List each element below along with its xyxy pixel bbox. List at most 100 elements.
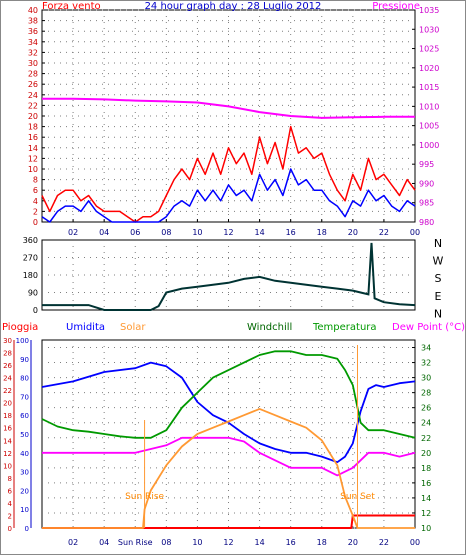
temperature-tick-label: 16 — [421, 479, 431, 488]
rain-tick-label: 14 — [3, 437, 12, 445]
temperature-line — [41, 350, 416, 439]
direction-line — [42, 242, 416, 311]
temperature-tick-label: 22 — [421, 434, 431, 443]
wind-tick-label: 34 — [28, 38, 38, 47]
pressure-tick-label: 980 — [419, 218, 434, 227]
wind-tick-label: 32 — [28, 48, 38, 57]
legend-entry: Temperatura — [312, 322, 377, 333]
temperature-ticks: 10 12 14 16 18 20 22 24 26 28 30 32 34 — [412, 344, 431, 533]
humidity-ticks: 0 10 20 30 40 50 60 70 80 90 100 — [16, 337, 32, 533]
temperature-tick-label: 34 — [421, 344, 431, 353]
x-tick-label: 04 — [99, 228, 109, 237]
gust-line — [41, 168, 416, 223]
x-tick-label: 16 — [286, 538, 296, 547]
pressure-tick-label: 1035 — [419, 6, 439, 15]
temperature-tick-label: 10 — [421, 524, 431, 533]
wind-tick-label: 18 — [28, 123, 38, 132]
legend-entry: Pioggia — [2, 322, 38, 333]
temperature-tick-label: 24 — [421, 419, 431, 428]
x-tick-label: 14 — [254, 228, 264, 237]
x-tick-label: 22 — [379, 538, 389, 547]
pressure-tick-label: 990 — [419, 179, 434, 188]
rain-tick-label: 26 — [3, 362, 12, 370]
pressure-tick-label: 1015 — [419, 83, 439, 92]
pressure-tick-label: 1005 — [419, 122, 439, 131]
wind-tick-label: 30 — [28, 59, 38, 68]
rain-tick-label: 12 — [3, 450, 12, 458]
x-tick-label: 08 — [161, 228, 171, 237]
wind-tick-label: 40 — [28, 6, 38, 15]
sun-rise-label: Sun Rise — [125, 492, 164, 502]
wind-tick-label: 2 — [33, 207, 38, 216]
humidity-tick-label: 0 — [25, 525, 29, 533]
rain-tick-label: 22 — [3, 387, 12, 395]
x-tick-label: 04 — [99, 538, 109, 547]
pressure-right-ticks: 980 985 990 995 1000 1005 1010 1015 1020 1025 1030… — [412, 6, 439, 227]
wind-pressure-series — [41, 97, 416, 223]
dewpoint-line — [42, 436, 416, 477]
wind-tick-label: 22 — [28, 101, 38, 110]
temperature-x-ticks: 02 04 Sun Rise 08 10 12 14 16 18 20 22 00 — [68, 538, 420, 547]
wind-tick-label: 6 — [33, 186, 38, 195]
rain-line — [42, 514, 415, 529]
direction-left-ticks: 0 90 180 270 360 — [23, 236, 38, 315]
x-tick-label: 00 — [410, 228, 420, 237]
wind-tick-label: 16 — [28, 133, 38, 142]
temperature-tick-label: 30 — [421, 374, 431, 383]
x-tick-label: 02 — [68, 538, 78, 547]
direction-tick-label: 90 — [28, 289, 38, 298]
humidity-tick-label: 70 — [20, 393, 29, 401]
temperature-tick-label: 12 — [421, 509, 431, 518]
direction-tick-label: 360 — [23, 236, 38, 245]
solar-line — [42, 407, 415, 529]
legend-entry: Umidita — [66, 322, 105, 333]
pressure-tick-label: 1000 — [419, 141, 439, 150]
wind-tick-label: 14 — [28, 144, 38, 153]
temperature-series — [41, 350, 416, 529]
direction-tick-label: 180 — [23, 271, 38, 280]
humidity-tick-label: 90 — [20, 356, 29, 364]
x-tick-label: Sun Rise — [118, 538, 153, 547]
direction-tick-label: 0 — [33, 306, 38, 315]
wind-tick-label: 20 — [28, 112, 38, 121]
x-tick-label: 10 — [192, 228, 202, 237]
x-tick-label: 08 — [161, 538, 171, 547]
direction-tick-label: 270 — [23, 254, 38, 263]
x-tick-label: 20 — [348, 538, 358, 547]
wind-tick-label: 0 — [33, 218, 38, 227]
rain-tick-label: 8 — [8, 475, 12, 483]
pressure-tick-label: 1010 — [419, 102, 439, 111]
wind-tick-label: 24 — [28, 91, 38, 100]
wind-tick-label: 8 — [33, 176, 38, 185]
compass-label: N — [434, 307, 442, 320]
legend-entry: Solar — [120, 322, 146, 333]
rain-tick-label: 2 — [8, 512, 12, 520]
rain-tick-label: 18 — [3, 412, 12, 420]
compass-label: S — [435, 272, 442, 285]
wind-pressure-grid — [42, 9, 415, 222]
pressure-tick-label: 995 — [419, 160, 434, 169]
pressure-tick-label: 1030 — [419, 25, 439, 34]
temperature-tick-label: 26 — [421, 404, 431, 413]
wind-tick-label: 38 — [28, 17, 38, 26]
pressure-tick-label: 985 — [419, 199, 434, 208]
legend-entry: Dew Point (°C) — [392, 322, 465, 333]
wind-line — [41, 125, 416, 223]
x-tick-label: 22 — [379, 228, 389, 237]
temperature-tick-label: 32 — [421, 359, 431, 368]
pressure-tick-label: 1025 — [419, 45, 439, 54]
temperature-tick-label: 28 — [421, 389, 431, 398]
sun-annotations: Sun Rise Sun Set — [125, 345, 375, 528]
humidity-tick-label: 20 — [20, 487, 29, 495]
humidity-tick-label: 60 — [20, 412, 29, 420]
x-tick-label: 06 — [130, 228, 140, 237]
rain-tick-label: 16 — [3, 425, 12, 433]
wind-tick-label: 4 — [33, 197, 38, 206]
rain-tick-label: 10 — [3, 462, 12, 470]
x-tick-label: 00 — [410, 538, 420, 547]
humidity-line — [41, 361, 416, 464]
